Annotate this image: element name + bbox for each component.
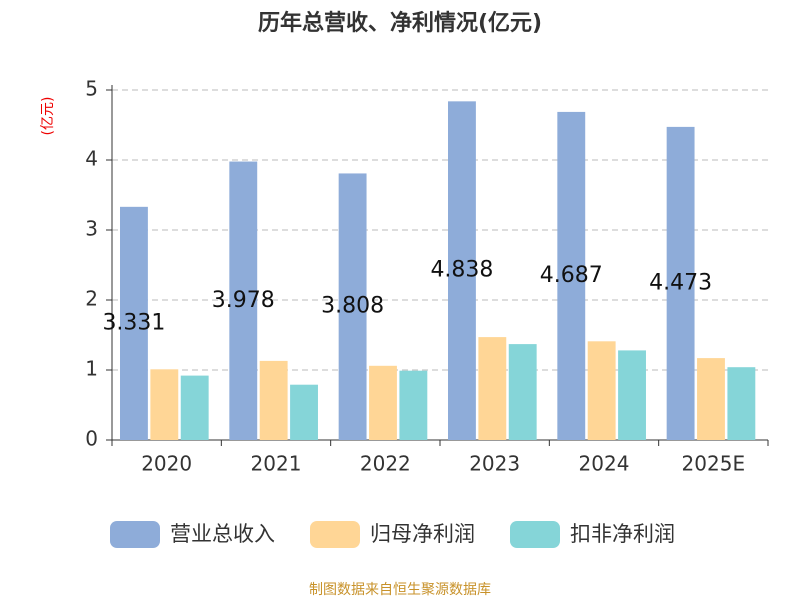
legend-swatch xyxy=(110,521,160,548)
data-label: 3.331 xyxy=(102,310,165,335)
bar xyxy=(338,173,367,440)
y-tick-label: 1 xyxy=(85,357,98,381)
bar xyxy=(259,360,288,440)
x-tick-label: 2025E xyxy=(682,452,746,476)
data-label: 4.473 xyxy=(649,270,712,295)
legend-label: 归母净利润 xyxy=(370,522,475,546)
legend-label: 扣非净利润 xyxy=(570,522,675,546)
x-tick-label: 2022 xyxy=(360,452,411,476)
legend-label: 营业总收入 xyxy=(170,522,275,546)
y-tick-label: 3 xyxy=(85,217,98,241)
bar xyxy=(697,358,725,440)
bar xyxy=(478,337,507,440)
bar xyxy=(150,369,179,440)
bar xyxy=(290,384,318,440)
data-label: 3.978 xyxy=(212,288,275,313)
data-label: 3.808 xyxy=(321,294,384,319)
bar xyxy=(508,344,537,440)
bar xyxy=(727,367,756,440)
data-label: 4.838 xyxy=(430,258,493,283)
data-label: 4.687 xyxy=(540,263,603,288)
x-tick-label: 2023 xyxy=(469,452,520,476)
y-tick-label: 4 xyxy=(85,147,98,171)
x-tick-label: 2021 xyxy=(251,452,302,476)
bar xyxy=(180,375,209,440)
bar xyxy=(229,161,258,441)
bar xyxy=(587,341,616,440)
x-tick-label: 2024 xyxy=(579,452,630,476)
x-tick-label: 2020 xyxy=(141,452,192,476)
bar xyxy=(618,350,646,440)
bar xyxy=(120,206,148,440)
legend-swatch xyxy=(310,521,360,548)
y-tick-label: 0 xyxy=(85,427,98,451)
bar xyxy=(448,101,476,440)
bar xyxy=(399,370,428,440)
bar xyxy=(666,126,695,440)
y-axis-label: (亿元) xyxy=(40,97,56,136)
y-tick-label: 2 xyxy=(85,287,98,311)
bar xyxy=(369,365,397,440)
bar xyxy=(557,111,586,440)
source-note: 制图数据来自恒生聚源数据库 xyxy=(309,582,491,598)
y-tick-label: 5 xyxy=(85,77,98,101)
legend-swatch xyxy=(510,521,560,548)
chart-title: 历年总营收、净利情况(亿元) xyxy=(258,10,542,36)
